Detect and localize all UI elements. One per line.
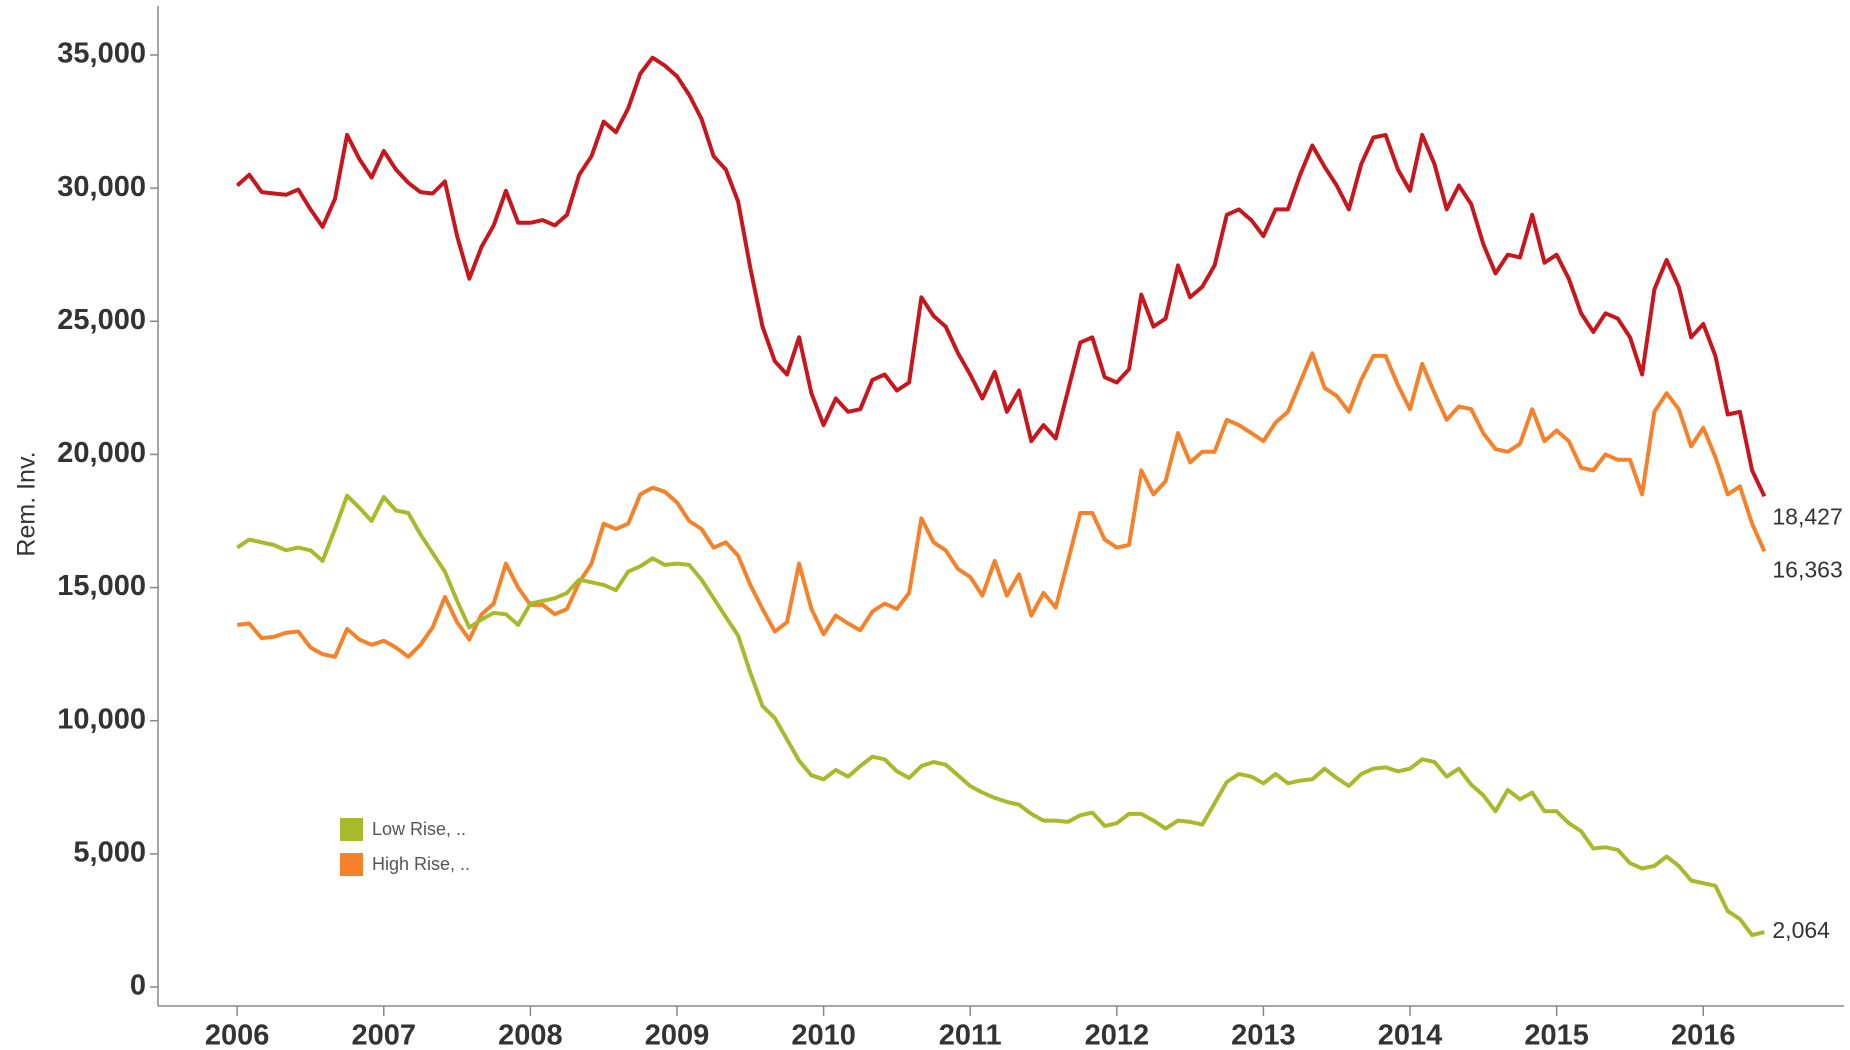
legend-label: Low Rise, .. [372,819,466,839]
x-tick-label: 2015 [1524,1020,1589,1050]
x-tick-label: 2007 [352,1020,417,1050]
x-tick-label: 2011 [939,1020,1002,1050]
y-tick-label: 15,000 [57,570,146,602]
y-tick-label: 0 [130,970,146,1002]
y-axis-label: Rem. Inv. [13,451,41,556]
series-line [236,493,1765,938]
x-tick-label: 2006 [205,1020,270,1050]
x-tick-label: 2010 [791,1020,856,1050]
series-line [235,55,1767,498]
legend-swatch [340,853,363,876]
x-tick-label: 2012 [1085,1020,1150,1050]
series-line [236,351,1767,659]
end-value-label: 16,363 [1772,556,1842,582]
y-tick-label: 5,000 [73,837,146,869]
x-tick-label: 2014 [1378,1020,1443,1050]
x-tick-label: 2009 [645,1020,710,1050]
legend-label: High Rise, .. [372,854,470,874]
x-tick-label: 2016 [1671,1020,1736,1050]
end-value-label: 18,427 [1772,503,1842,529]
x-tick-label: 2013 [1231,1020,1296,1050]
y-tick-label: 35,000 [57,38,146,70]
y-tick-label: 25,000 [57,304,146,336]
y-tick-label: 10,000 [57,703,146,735]
x-tick-label: 2008 [498,1020,563,1050]
y-tick-label: 20,000 [57,437,146,469]
y-tick-label: 30,000 [57,171,146,203]
legend-swatch [340,818,363,841]
end-value-label: 2,064 [1772,917,1830,943]
